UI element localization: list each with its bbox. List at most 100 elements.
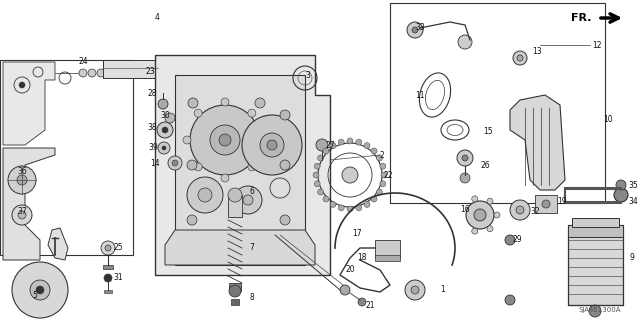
Circle shape xyxy=(364,143,370,149)
Circle shape xyxy=(105,245,111,251)
Circle shape xyxy=(101,241,115,255)
Text: 14: 14 xyxy=(150,159,160,167)
Circle shape xyxy=(88,69,96,77)
Circle shape xyxy=(356,205,362,211)
Text: 8: 8 xyxy=(250,293,254,302)
Text: 30: 30 xyxy=(160,110,170,120)
Text: 6: 6 xyxy=(250,188,255,197)
Circle shape xyxy=(17,175,27,185)
Text: 33: 33 xyxy=(415,24,425,33)
Text: 11: 11 xyxy=(415,91,425,100)
Circle shape xyxy=(614,188,628,202)
Bar xyxy=(229,283,241,291)
Text: 38: 38 xyxy=(147,123,157,132)
Circle shape xyxy=(381,172,387,178)
Text: 29: 29 xyxy=(512,235,522,244)
Circle shape xyxy=(221,174,229,182)
Circle shape xyxy=(317,155,324,161)
Circle shape xyxy=(371,148,377,154)
Circle shape xyxy=(517,55,523,61)
Circle shape xyxy=(513,51,527,65)
Circle shape xyxy=(505,295,515,305)
Circle shape xyxy=(371,196,377,202)
Circle shape xyxy=(460,173,470,183)
Circle shape xyxy=(162,146,166,150)
Circle shape xyxy=(510,200,530,220)
Circle shape xyxy=(340,285,350,295)
Circle shape xyxy=(338,139,344,145)
Circle shape xyxy=(8,166,36,194)
Bar xyxy=(228,195,242,217)
Text: 37: 37 xyxy=(17,207,27,217)
Circle shape xyxy=(19,82,25,88)
Text: 36: 36 xyxy=(17,167,27,176)
Circle shape xyxy=(198,188,212,202)
Circle shape xyxy=(260,133,284,157)
Text: 5: 5 xyxy=(33,291,37,300)
Circle shape xyxy=(330,143,336,149)
Circle shape xyxy=(462,155,468,161)
Circle shape xyxy=(589,305,601,317)
Text: 4: 4 xyxy=(155,13,159,23)
Text: 12: 12 xyxy=(592,41,602,49)
Text: 1: 1 xyxy=(440,286,445,294)
Circle shape xyxy=(314,163,320,169)
Circle shape xyxy=(183,136,191,144)
Text: 31: 31 xyxy=(113,273,123,283)
Circle shape xyxy=(323,196,329,202)
Circle shape xyxy=(458,35,472,49)
Circle shape xyxy=(376,189,383,195)
Circle shape xyxy=(158,142,170,154)
Bar xyxy=(568,225,623,305)
Text: SJA4E1300A: SJA4E1300A xyxy=(579,307,621,313)
Circle shape xyxy=(158,99,168,109)
Bar xyxy=(104,290,112,293)
Text: 16: 16 xyxy=(460,205,470,214)
Circle shape xyxy=(267,140,277,150)
Circle shape xyxy=(104,274,112,282)
Bar xyxy=(231,299,239,305)
Circle shape xyxy=(376,155,383,161)
Circle shape xyxy=(330,201,336,207)
Text: 19: 19 xyxy=(557,197,567,206)
Circle shape xyxy=(412,27,418,33)
Circle shape xyxy=(407,22,423,38)
Bar xyxy=(375,255,400,261)
Bar xyxy=(535,195,557,213)
Circle shape xyxy=(190,105,260,175)
Bar xyxy=(572,218,619,227)
Circle shape xyxy=(405,280,425,300)
Circle shape xyxy=(194,109,202,117)
Circle shape xyxy=(243,195,253,205)
Circle shape xyxy=(187,177,223,213)
Circle shape xyxy=(162,127,168,133)
Text: 9: 9 xyxy=(630,254,634,263)
Text: 13: 13 xyxy=(532,48,542,56)
Circle shape xyxy=(380,181,386,187)
Polygon shape xyxy=(3,148,55,260)
Circle shape xyxy=(457,150,473,166)
Text: 32: 32 xyxy=(530,207,540,217)
Text: 26: 26 xyxy=(480,160,490,169)
Text: 10: 10 xyxy=(603,115,613,124)
Circle shape xyxy=(516,206,524,214)
Text: 25: 25 xyxy=(113,243,123,253)
Polygon shape xyxy=(48,228,68,260)
Bar xyxy=(568,225,623,237)
Circle shape xyxy=(487,198,493,204)
Bar xyxy=(390,3,605,203)
Circle shape xyxy=(323,148,329,154)
Circle shape xyxy=(210,125,240,155)
Circle shape xyxy=(411,286,419,294)
Circle shape xyxy=(313,172,319,178)
Bar xyxy=(103,60,158,78)
Circle shape xyxy=(194,163,202,171)
Circle shape xyxy=(255,98,265,108)
Text: 21: 21 xyxy=(365,300,375,309)
Text: 27: 27 xyxy=(325,140,335,150)
Text: 7: 7 xyxy=(250,243,255,253)
Text: 15: 15 xyxy=(483,128,493,137)
Circle shape xyxy=(165,113,175,123)
Circle shape xyxy=(505,235,515,245)
Bar xyxy=(103,265,113,269)
